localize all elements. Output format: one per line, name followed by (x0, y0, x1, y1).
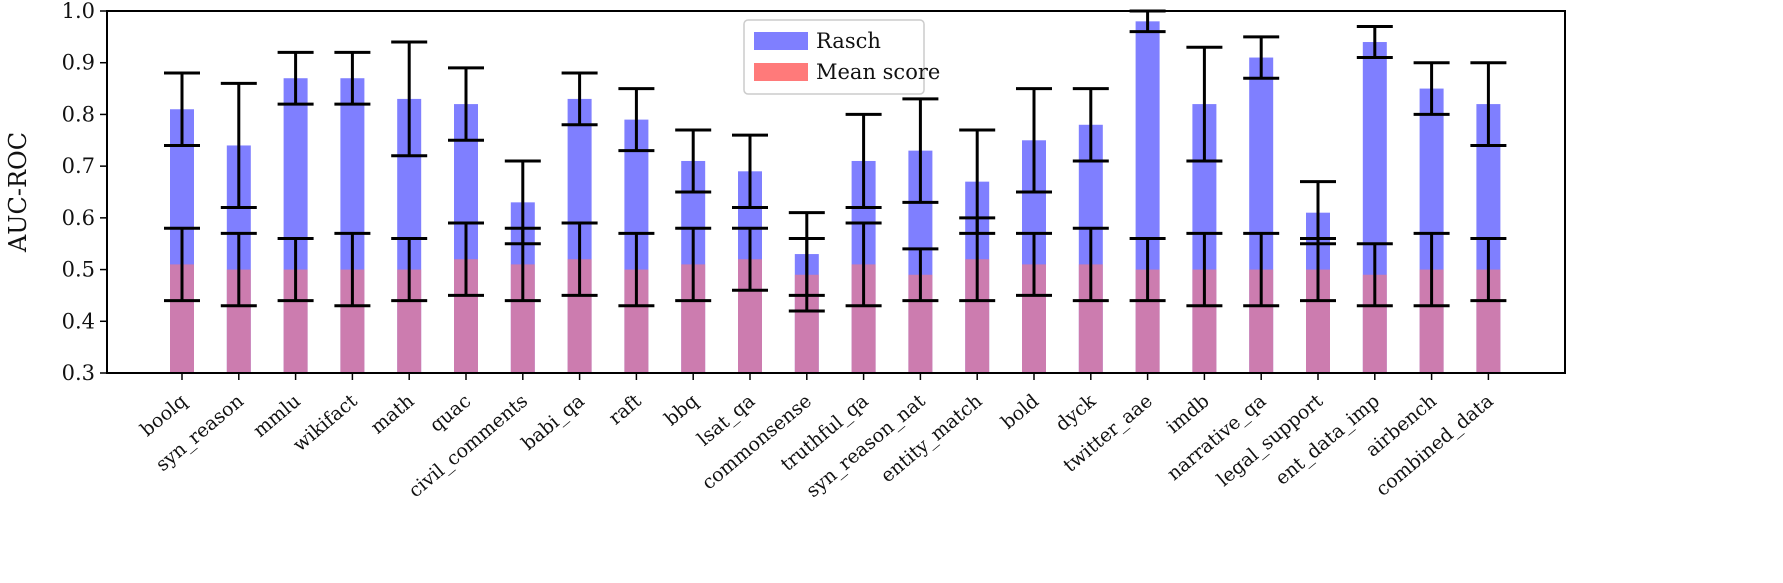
x-tick-label: entity_match (877, 390, 987, 487)
x-tick-label: dyck (1051, 390, 1100, 436)
legend: Rasch Mean score (743, 19, 940, 95)
bars-layer (170, 21, 1501, 374)
y-tick-label: 0.8 (62, 102, 95, 126)
x-tick-label: raft (605, 390, 646, 430)
x-tick-label: wikifact (289, 390, 362, 456)
x-tick-label: bold (997, 390, 1043, 434)
y-tick-label: 0.7 (62, 154, 95, 178)
x-tick-label: imdb (1162, 390, 1213, 438)
plot-frame (106, 10, 1566, 374)
y-tick-label: 0.3 (62, 361, 95, 385)
x-tick-label: math (367, 390, 419, 438)
y-axis-label: AUC-ROC (4, 132, 32, 253)
y-tick-label: 0.9 (62, 51, 95, 75)
y-tick-label: 1.0 (62, 0, 95, 23)
x-tick-label: babi_qa (517, 390, 588, 455)
x-tick-label: quac (426, 390, 476, 437)
y-axis: 0.3 0.4 0.5 0.6 0.7 0.8 0.9 1.0 (62, 0, 107, 385)
legend-label-mean-score: Mean score (816, 60, 940, 84)
y-tick-label: 0.5 (62, 258, 95, 282)
legend-swatch-mean-score (754, 63, 808, 81)
error-bars-layer (164, 9, 1507, 313)
y-tick-label: 0.4 (62, 309, 95, 333)
legend-label-rasch: Rasch (816, 29, 881, 53)
legend-swatch-rasch (754, 32, 808, 50)
y-tick-label: 0.6 (62, 206, 95, 230)
x-tick-label: bbq (660, 390, 702, 430)
